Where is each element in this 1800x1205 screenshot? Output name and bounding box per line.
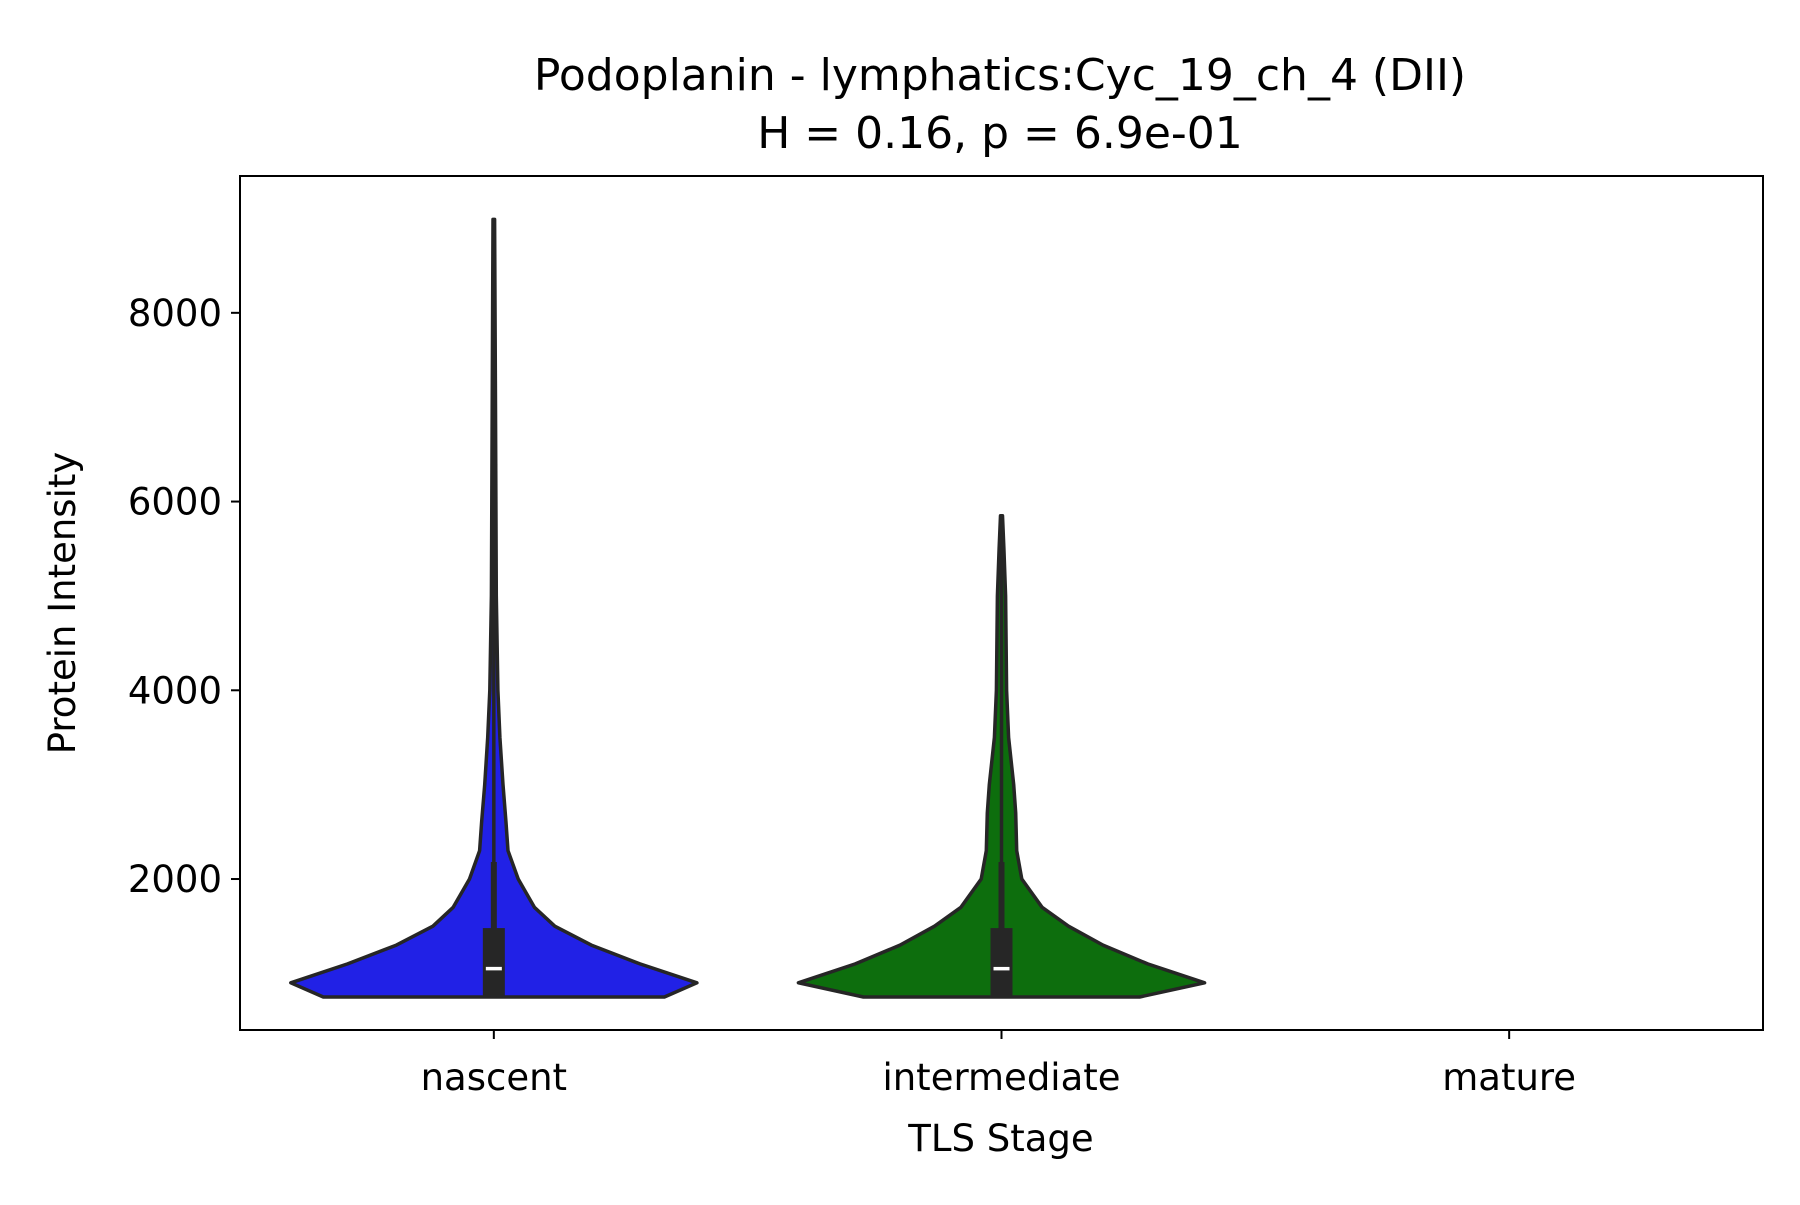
y-tick-label: 4000 bbox=[128, 669, 222, 712]
y-tick-label: 2000 bbox=[128, 858, 222, 901]
x-axis: nascent intermediate mature bbox=[421, 1030, 1576, 1099]
chart-subtitle: H = 0.16, p = 6.9e-01 bbox=[757, 108, 1243, 159]
chart-title: Podoplanin - lymphatics:Cyc_19_ch_4 (DII… bbox=[534, 50, 1466, 101]
x-tick-label: nascent bbox=[421, 1056, 567, 1099]
iqr-box-intermediate bbox=[990, 928, 1013, 997]
x-tick-label: mature bbox=[1442, 1056, 1576, 1099]
y-axis: 2000 4000 6000 8000 bbox=[128, 292, 240, 901]
y-tick-label: 8000 bbox=[128, 292, 222, 335]
y-axis-label: Protein Intensity bbox=[41, 452, 84, 755]
y-tick-label: 6000 bbox=[128, 481, 222, 524]
plot-layer bbox=[289, 217, 1207, 999]
iqr-box-nascent bbox=[482, 928, 505, 997]
x-tick-label: intermediate bbox=[882, 1056, 1120, 1099]
x-axis-label: TLS Stage bbox=[907, 1117, 1093, 1160]
